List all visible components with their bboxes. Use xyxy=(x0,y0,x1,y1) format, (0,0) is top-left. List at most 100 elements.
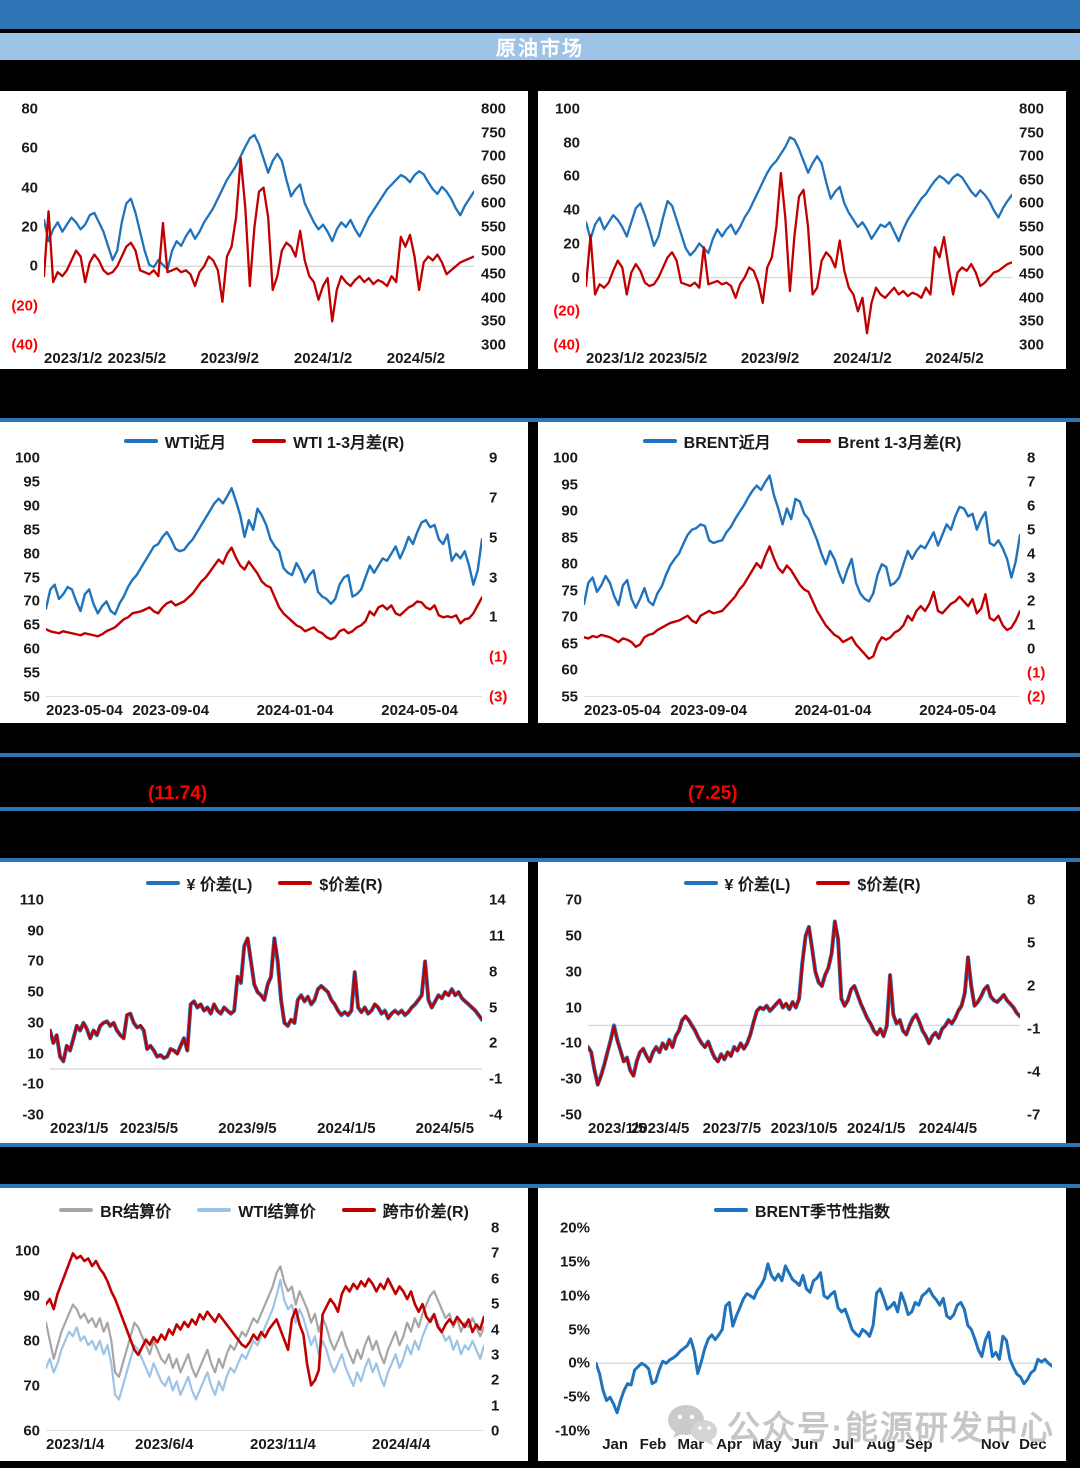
y-tick-label: 7 xyxy=(1027,473,1036,491)
y-tick-label: 30 xyxy=(565,963,582,981)
y-tick-label: -10 xyxy=(560,1034,582,1052)
legend-item: $价差(R) xyxy=(816,871,920,895)
y-tick-label: 650 xyxy=(481,171,507,189)
summary-band: (11.74) (7.25) xyxy=(0,723,1080,858)
plot-area xyxy=(596,1226,1052,1431)
y-axis-left: 110 90 70 50 30 10 -10 -30 xyxy=(0,892,50,1143)
y-tick-label: 110 xyxy=(19,891,44,909)
plot-area xyxy=(584,456,1020,697)
series-line xyxy=(46,548,482,640)
legend-label: WTI近月 xyxy=(164,435,227,452)
y-axis-left: 100 95 90 85 80 75 70 65 60 55 50 xyxy=(0,450,46,723)
y-tick-label: 550 xyxy=(481,218,507,236)
legend-item: $价差(R) xyxy=(278,871,382,895)
y-tick-label: 450 xyxy=(1019,265,1045,283)
y-tick-label: -30 xyxy=(560,1070,582,1088)
x-tick-label: 2024/5/2 xyxy=(925,350,984,367)
y-tick-label: -50 xyxy=(560,1106,582,1124)
y-tick-label: -7 xyxy=(1027,1106,1041,1124)
y-tick-label: 8 xyxy=(1027,891,1036,909)
legend-label: $价差(R) xyxy=(857,877,921,894)
y-tick-label: 40 xyxy=(21,179,38,197)
x-tick-label: Aug xyxy=(866,1436,896,1453)
y-tick-label: 5 xyxy=(1027,521,1036,539)
x-tick-label: 2023/1/2 xyxy=(586,350,645,367)
chart-row-3: ¥ 价差(L) $价差(R) 110 90 70 50 30 10 -10 -30 2023/1… xyxy=(0,862,1080,1143)
y-tick-label: 80 xyxy=(21,100,38,118)
y-axis-right: 8 7 6 5 4 3 2 1 0 xyxy=(484,1220,528,1461)
y-tick-label: 700 xyxy=(1019,147,1045,165)
y-tick-label: 50 xyxy=(565,927,582,945)
y-tick-label: 700 xyxy=(481,147,507,165)
legend-item: BRENT季节性指数 xyxy=(713,1198,890,1222)
legend-swatch xyxy=(642,439,677,443)
x-tick-label: Nov xyxy=(980,1436,1010,1453)
y-tick-label: 70 xyxy=(23,1377,40,1395)
y-tick-label: 400 xyxy=(1019,289,1045,307)
y-tick-label: 5 xyxy=(489,529,498,547)
x-tick-label: 2024/1/5 xyxy=(846,1120,906,1137)
legend-swatch xyxy=(683,881,718,885)
y-axis-right: 800 750 700 650 600 550 500 450 400 350 300 xyxy=(1012,101,1066,369)
y-tick-label: 8 xyxy=(491,1219,500,1237)
y-tick-label: 70 xyxy=(27,952,44,970)
y-tick-label: 100 xyxy=(14,1242,40,1260)
y-tick-label: -10% xyxy=(554,1422,590,1440)
x-axis: 2023/1/2 2023/5/2 2023/9/2 2024/1/2 2024/5/2 xyxy=(44,345,474,369)
x-tick-label: 2024-01-04 xyxy=(794,702,872,719)
x-tick-label: 2023/6/4 xyxy=(135,1436,194,1453)
y-tick-label: 20 xyxy=(21,218,38,236)
chart-panel-seasonality: BRENT季节性指数 20% 15% 10% 5% 0% -5% -10% Jan Feb Ma… xyxy=(538,1188,1066,1461)
y-tick-label: (1) xyxy=(489,648,508,666)
chart-legend: BR结算价 WTI结算价 跨市价差(R) xyxy=(0,1194,528,1226)
footer-band xyxy=(0,1461,1080,1468)
y-tick-label: 3 xyxy=(1027,569,1036,586)
x-tick-label: 2023/1/5 xyxy=(50,1120,109,1137)
y-tick-label: (40) xyxy=(553,336,580,354)
x-tick-label: 2023-05-04 xyxy=(46,702,123,719)
x-axis: 2023/1/5 2023/5/5 2023/9/5 2024/1/5 2024/5/5 xyxy=(50,1115,482,1143)
x-tick-label: 2023/11/4 xyxy=(250,1436,316,1453)
y-tick-label: 7 xyxy=(491,1244,500,1262)
y-tick-label: 10% xyxy=(559,1287,590,1305)
x-tick-label: Feb xyxy=(639,1436,667,1453)
x-tick-label: Dec xyxy=(1019,1436,1047,1453)
y-tick-label: 2 xyxy=(491,1371,500,1389)
chart-panel-spread-left: 80 60 40 20 0 (20) (40) 2023/1/2 2023/5/2 2023/9… xyxy=(0,91,528,369)
chart-panel-settlement: BR结算价 WTI结算价 跨市价差(R) 100 90 80 70 60 2023/1/4 2… xyxy=(0,1188,528,1461)
x-tick-label: 2023/9/2 xyxy=(740,350,800,367)
y-tick-label: -5% xyxy=(563,1388,590,1406)
series-line xyxy=(44,135,474,270)
plot-area xyxy=(588,898,1020,1115)
y-axis-left: 70 50 30 10 -10 -30 -50 xyxy=(538,892,588,1143)
y-tick-label: 650 xyxy=(1019,171,1045,189)
chart-row-1: 80 60 40 20 0 (20) (40) 2023/1/2 2023/5/2 2023/9… xyxy=(0,91,1080,369)
y-tick-label: 750 xyxy=(1019,124,1045,142)
spacer-band xyxy=(0,1147,1080,1184)
y-tick-label: 800 xyxy=(481,100,507,118)
y-tick-label: 40 xyxy=(563,201,580,219)
y-tick-label: 600 xyxy=(1019,194,1045,212)
x-tick-label: 2023/5/2 xyxy=(648,350,708,367)
legend-swatch xyxy=(197,1208,232,1212)
y-tick-label: 0 xyxy=(571,269,580,287)
y-tick-label: 4 xyxy=(1027,545,1036,563)
y-axis-right: 9 7 5 3 1 (1) (3) xyxy=(482,450,528,723)
y-tick-label: 9 xyxy=(489,449,498,467)
y-tick-label: 5% xyxy=(568,1321,590,1338)
y-tick-label: 20% xyxy=(559,1219,590,1237)
y-axis-left: 80 60 40 20 0 (20) (40) xyxy=(0,101,44,369)
y-tick-label: 0 xyxy=(1027,640,1036,658)
y-tick-label: 350 xyxy=(1019,312,1045,330)
y-tick-label: 15% xyxy=(559,1253,590,1271)
y-tick-label: 8 xyxy=(489,963,498,981)
y-tick-label: (20) xyxy=(11,297,38,315)
legend-item: 跨市价差(R) xyxy=(341,1198,469,1222)
y-tick-label: 7 xyxy=(489,489,498,507)
legend-swatch xyxy=(816,881,851,885)
legend-label: BRENT近月 xyxy=(683,435,771,452)
watermark-text: 公众号·能源研发中心 xyxy=(727,1409,1055,1446)
legend-label: WTI 1-3月差(R) xyxy=(293,435,405,452)
y-tick-label: 75 xyxy=(561,582,578,600)
y-axis-right: 8 7 6 5 4 3 2 1 0 (1) (2) xyxy=(1020,450,1066,723)
